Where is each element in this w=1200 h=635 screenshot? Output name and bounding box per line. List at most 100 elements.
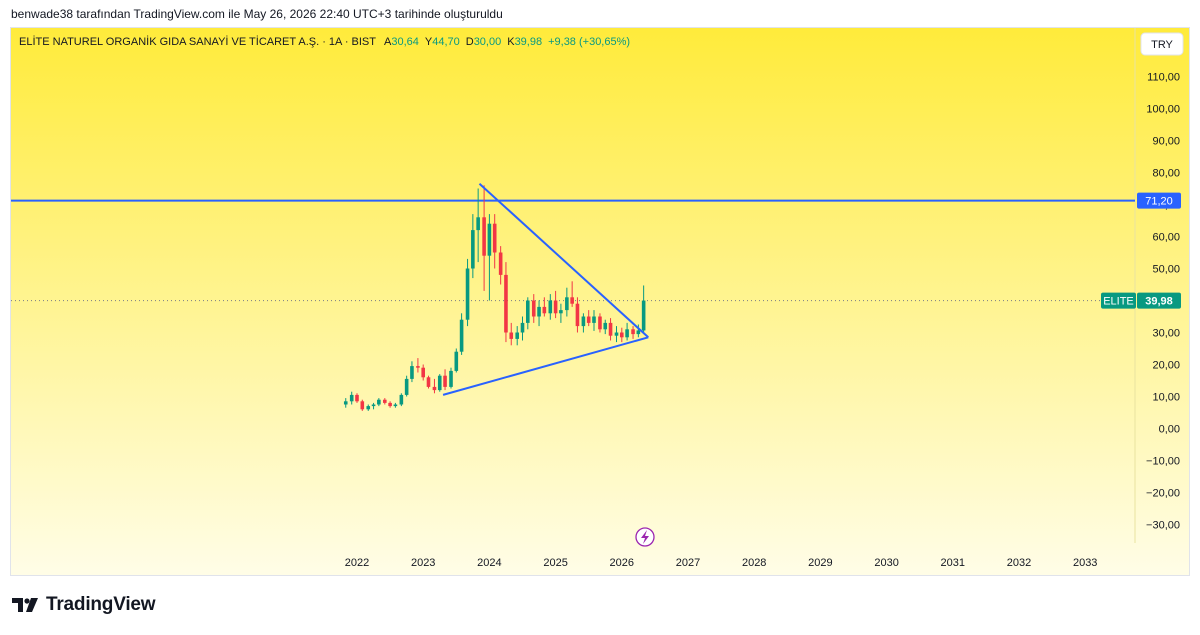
currency-button[interactable]: TRY: [1140, 32, 1184, 56]
candle: [454, 348, 459, 373]
candle-body: [410, 366, 414, 379]
candle: [631, 326, 635, 339]
candle: [476, 188, 480, 263]
candle-body: [366, 406, 371, 410]
candle: [399, 393, 404, 407]
candle: [520, 316, 525, 341]
time-axis-tick: 2033: [1073, 557, 1097, 569]
candle-body: [515, 332, 520, 339]
legend-high: 44,70: [432, 36, 460, 48]
lightning-bolt: [641, 530, 649, 544]
candle: [641, 285, 646, 333]
triangle-drawing-layer: [442, 182, 649, 396]
candle-body: [509, 332, 514, 339]
price-axis-tick: −10,00: [1146, 456, 1180, 468]
candle-body: [426, 377, 431, 387]
time-axis-tick: 2022: [345, 557, 369, 569]
candle-body: [449, 370, 453, 387]
price-axis-tick: −20,00: [1146, 488, 1180, 500]
time-axis-tick: 2027: [676, 557, 700, 569]
candle-body: [393, 404, 398, 407]
chart-pane[interactable]: 110,00100,0090,0080,0070,0060,0050,0040,…: [10, 27, 1190, 576]
candle-body: [421, 367, 425, 378]
candle: [581, 313, 586, 333]
candle: [410, 361, 414, 383]
candle: [553, 290, 558, 319]
time-axis-tick: 2023: [411, 557, 435, 569]
candle-body: [471, 230, 475, 269]
candle-body: [349, 394, 354, 402]
price-axis[interactable]: 110,00100,0090,0080,0070,0060,0050,0040,…: [1146, 72, 1180, 532]
candle-body: [525, 300, 530, 323]
candle-body: [586, 316, 591, 323]
candle-body: [603, 322, 608, 330]
candle-body: [465, 268, 470, 320]
candle-body: [592, 316, 596, 323]
hline-price-tag-value: 71,20: [1145, 196, 1173, 208]
candle-body: [371, 404, 376, 407]
tradingview-logo-icon: [12, 598, 38, 612]
candle-body: [542, 306, 547, 314]
candle: [343, 398, 348, 408]
time-axis-tick: 2025: [543, 557, 567, 569]
candle: [559, 303, 563, 323]
candle-body: [559, 310, 563, 314]
legend-change: +9,38 (+30,65%): [548, 36, 630, 48]
legend-low-label: D: [466, 36, 474, 48]
candle-body: [355, 394, 359, 402]
price-chart[interactable]: 110,00100,0090,0080,0070,0060,0050,0040,…: [11, 28, 1189, 575]
candle-body: [531, 300, 536, 317]
candle: [443, 369, 447, 391]
candle-body: [492, 223, 497, 253]
candle: [548, 294, 553, 320]
candle: [542, 297, 547, 317]
price-axis-tick: 90,00: [1152, 136, 1180, 148]
candle: [603, 319, 608, 335]
legend-open-label: A: [384, 36, 392, 48]
candle: [355, 393, 359, 403]
price-axis-tick: 0,00: [1159, 424, 1180, 436]
candle: [498, 246, 503, 285]
time-axis[interactable]: 2022 2023 2024 2025 2026 2027 2028 2029 2030 2031…: [345, 557, 1098, 569]
candle-body: [598, 316, 602, 330]
legend-close-label: K: [507, 36, 515, 48]
candle-body: [614, 332, 619, 336]
candle-body: [631, 329, 635, 335]
currency-label[interactable]: TRY: [1151, 39, 1173, 51]
candle: [437, 374, 442, 392]
candle: [426, 375, 431, 389]
candle: [459, 313, 464, 355]
price-axis-tick: 30,00: [1152, 328, 1180, 340]
candle: [592, 310, 596, 331]
candle: [586, 310, 591, 327]
legend-close: 39,98: [515, 36, 543, 48]
last-price-tag-value: 39,98: [1145, 296, 1173, 308]
candle: [565, 287, 569, 317]
time-axis-tick: 2028: [742, 557, 766, 569]
time-axis-tick: 2031: [941, 557, 965, 569]
candle: [393, 402, 398, 408]
candle: [377, 398, 381, 407]
candle: [432, 378, 437, 394]
candle-body: [548, 300, 553, 314]
lightning-icon[interactable]: [635, 527, 655, 547]
candle-body: [476, 217, 480, 231]
time-axis-tick: 2029: [808, 557, 832, 569]
tradingview-logo[interactable]: TradingView: [12, 594, 156, 616]
currency-button-box[interactable]: [1140, 32, 1184, 56]
price-tags: 71,20 ELITE 39,98: [1101, 192, 1181, 309]
triangle-lower-line: [442, 336, 649, 396]
candle-body: [608, 322, 613, 336]
candle-body: [487, 223, 492, 256]
candle: [570, 281, 574, 307]
candle: [598, 313, 602, 333]
candle: [636, 324, 641, 338]
candle-body: [360, 401, 365, 410]
time-axis-tick: 2030: [874, 557, 898, 569]
chart-background: [11, 28, 1189, 575]
candle: [383, 398, 387, 405]
candle-body: [636, 330, 641, 335]
candle: [620, 327, 624, 343]
candle-body: [625, 329, 629, 338]
legend-high-label: Y: [425, 36, 433, 48]
